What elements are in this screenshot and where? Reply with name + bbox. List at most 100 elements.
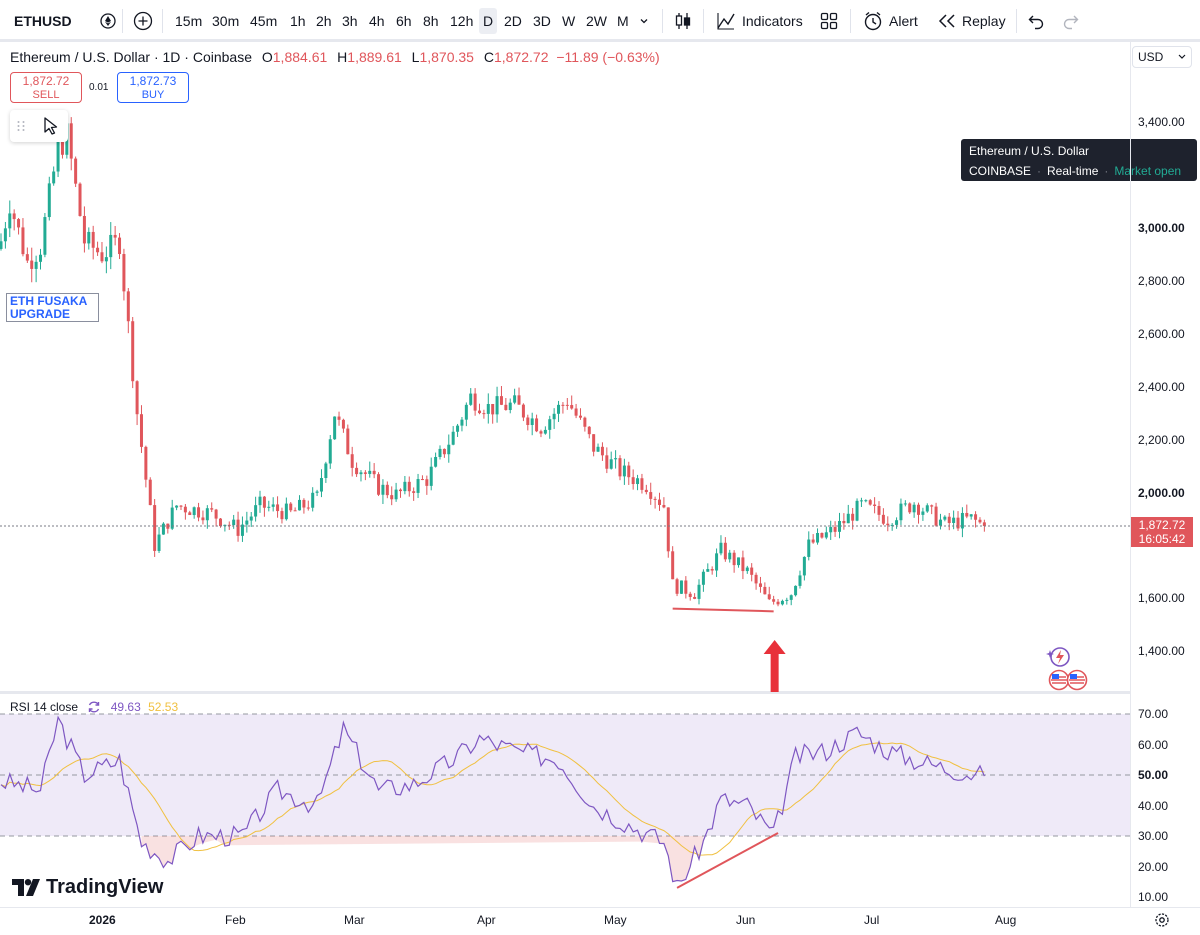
candle-body <box>789 595 793 600</box>
sell-button[interactable]: 1,872.72 SELL <box>10 72 82 103</box>
interval-1d[interactable]: D <box>479 8 498 34</box>
candle-body <box>284 503 288 520</box>
buy-button[interactable]: 1,872.73 BUY <box>117 72 189 103</box>
interval-3d[interactable]: 3D <box>533 13 551 29</box>
alert-button[interactable]: Alert <box>889 13 918 29</box>
candle-body <box>328 439 332 464</box>
interval-45m[interactable]: 45m <box>250 13 278 29</box>
candle-body <box>192 507 196 516</box>
interval-3h[interactable]: 3h <box>342 13 358 29</box>
candle-body <box>262 496 266 508</box>
interval-1h[interactable]: 1h <box>290 13 306 29</box>
tooltip-status: Market open <box>1114 164 1182 178</box>
candle-body <box>855 500 859 521</box>
undo-icon[interactable] <box>1027 12 1045 30</box>
cursor-arrow-icon[interactable] <box>42 116 60 136</box>
indicators-icon[interactable] <box>716 11 736 31</box>
symbol-search[interactable]: ETHUSD <box>4 8 122 34</box>
interval-4h[interactable]: 4h <box>369 13 385 29</box>
candle-body <box>925 505 929 512</box>
candle-body <box>460 419 464 426</box>
candle-body <box>908 503 912 513</box>
candle-body <box>135 381 139 415</box>
layout-grid-icon[interactable] <box>819 11 839 31</box>
candle-body <box>74 158 78 184</box>
candle-body <box>434 456 438 467</box>
chart-settings-gear-icon[interactable] <box>1154 912 1170 928</box>
candle-body <box>368 470 372 474</box>
interval-2d[interactable]: 2D <box>504 13 522 29</box>
candle-body <box>504 404 508 410</box>
price-axis[interactable] <box>1130 42 1200 907</box>
interval-1w[interactable]: W <box>562 13 576 29</box>
candle-body <box>456 425 460 432</box>
candle-body <box>131 321 135 382</box>
candle-body <box>350 454 354 468</box>
candle-body <box>78 183 82 216</box>
candle-body <box>969 514 973 517</box>
toolbar-divider <box>1016 9 1017 33</box>
sell-label: SELL <box>32 89 60 101</box>
loading-sync-icon <box>89 701 100 713</box>
buy-price: 1,872.73 <box>129 74 177 88</box>
candle-body <box>754 574 758 584</box>
candle-body <box>530 418 534 425</box>
indicators-button[interactable]: Indicators <box>742 13 803 29</box>
time-axis[interactable] <box>0 907 1200 935</box>
candle-body <box>499 396 503 405</box>
candle-body <box>416 479 420 493</box>
candle-body <box>864 500 868 502</box>
candle-body <box>144 446 148 480</box>
top-toolbar: ETHUSD 15m 30m 45m 1h 2h 3h 4h 6h 8h 12h… <box>0 0 1200 42</box>
candle-body <box>627 465 631 478</box>
interval-12h[interactable]: 12h <box>450 13 474 29</box>
interval-8h[interactable]: 8h <box>423 13 439 29</box>
candle-body <box>535 418 539 432</box>
candle-body <box>473 393 477 411</box>
candle-body <box>104 257 108 262</box>
price-chart[interactable] <box>0 42 1130 907</box>
rsi-tick: 10.00 <box>1138 890 1169 904</box>
ai-spark-icon[interactable] <box>1046 646 1072 668</box>
time-tick: May <box>604 913 627 927</box>
interval-6h[interactable]: 6h <box>396 13 412 29</box>
chevron-down-icon[interactable] <box>638 15 650 27</box>
candle-body <box>644 489 648 493</box>
alert-clock-icon[interactable] <box>862 10 884 32</box>
rsi-ma-line <box>0 742 985 856</box>
economic-events-flags-icon[interactable] <box>1048 669 1092 691</box>
toolbar-divider <box>850 9 851 33</box>
drag-handle-icon[interactable] <box>16 119 26 133</box>
candle-body <box>881 514 885 524</box>
interval-15m[interactable]: 15m <box>175 13 203 29</box>
tooltip-exchange: COINBASE <box>969 164 1032 178</box>
replay-rewind-icon[interactable] <box>937 12 957 30</box>
candle-body <box>890 524 894 526</box>
candle-body <box>188 512 192 516</box>
time-tick: Jun <box>736 913 756 927</box>
candles-chart-type-icon[interactable] <box>672 10 694 32</box>
pane-separator[interactable] <box>0 691 1130 694</box>
candle-body <box>271 504 275 507</box>
candle-body <box>675 579 679 594</box>
candle-body <box>785 599 789 601</box>
candle-body <box>52 171 56 184</box>
interval-2h[interactable]: 2h <box>316 13 332 29</box>
replay-button[interactable]: Replay <box>962 13 1006 29</box>
change-value: −11.89 (−0.63%) <box>556 49 660 65</box>
candle-body <box>956 517 960 529</box>
interval-2w[interactable]: 2W <box>586 13 607 29</box>
candle-body <box>267 506 271 508</box>
last-price-label: 1,872.72 16:05:42 <box>1131 517 1193 547</box>
candle-body <box>341 419 345 429</box>
redo-icon[interactable] <box>1062 12 1080 30</box>
candle-body <box>161 523 165 535</box>
interval-1m[interactable]: M <box>617 13 629 29</box>
chart-annotation-note[interactable]: ETH FUSAKA UPGRADE <box>6 293 99 322</box>
rsi-legend[interactable]: RSI 14 close 49.63 52.53 <box>10 700 178 714</box>
compare-add-icon[interactable] <box>133 11 153 31</box>
candle-body <box>346 428 350 455</box>
price-support-trendline <box>672 607 774 613</box>
interval-30m[interactable]: 30m <box>212 13 240 29</box>
currency-selector[interactable]: USD <box>1132 46 1192 68</box>
